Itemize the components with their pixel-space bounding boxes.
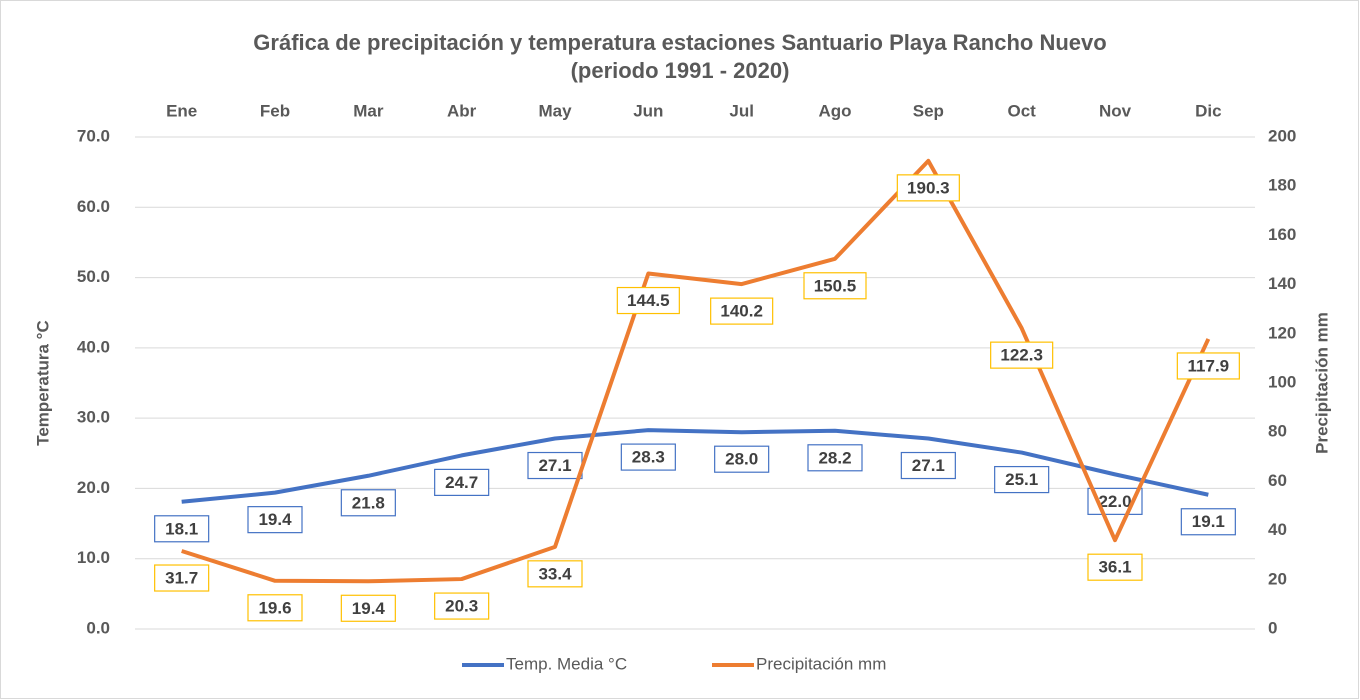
- y2-tick-label: 180: [1268, 176, 1296, 195]
- data-label: 18.1: [165, 519, 198, 538]
- data-label-box: [1176, 352, 1240, 380]
- y2-tick-label: 60: [1268, 471, 1287, 490]
- data-label-box: [620, 443, 676, 471]
- data-label: 27.1: [912, 456, 945, 475]
- data-label: 31.7: [165, 569, 198, 588]
- data-label-box: [1180, 508, 1236, 536]
- data-label-box: [1087, 553, 1143, 581]
- chart-subtitle: (periodo 1991 - 2020): [571, 58, 790, 83]
- data-label-box: [154, 564, 210, 592]
- data-label: 19.4: [352, 599, 386, 618]
- data-label: 21.8: [352, 493, 385, 512]
- y2-tick-label: 140: [1268, 274, 1296, 293]
- data-label-box: [994, 465, 1050, 494]
- data-label: 36.1: [1098, 558, 1131, 577]
- y2-tick-label: 80: [1268, 422, 1287, 441]
- data-label: 20.3: [445, 597, 478, 616]
- x-tick-label: Jun: [633, 101, 663, 120]
- legend-label: Precipitación mm: [756, 654, 886, 673]
- x-tick-label: Ene: [166, 101, 197, 120]
- x-tick-label: Mar: [353, 101, 384, 120]
- data-label-box: [990, 341, 1054, 369]
- data-label: 190.3: [907, 178, 950, 197]
- data-label: 28.2: [818, 448, 851, 467]
- data-label: 28.0: [725, 450, 758, 469]
- y-tick-label: 10.0: [77, 548, 110, 567]
- y2-axis-title: Precipitación mm: [1312, 312, 1331, 454]
- data-label-box: [340, 489, 396, 517]
- data-label: 144.5: [627, 291, 670, 310]
- data-label-box: [247, 594, 303, 622]
- data-label-box: [340, 594, 396, 622]
- legend-label: Temp. Media °C: [506, 654, 627, 673]
- y-tick-label: 50.0: [77, 267, 110, 286]
- data-label: 25.1: [1005, 470, 1038, 489]
- data-label-box: [527, 560, 583, 588]
- y2-tick-label: 100: [1268, 372, 1296, 391]
- data-label-box: [896, 174, 960, 202]
- y2-tick-label: 0: [1268, 618, 1277, 637]
- data-label: 33.4: [538, 564, 572, 583]
- x-tick-label: Ago: [818, 101, 851, 120]
- data-label-box: [616, 286, 680, 315]
- y-tick-label: 20.0: [77, 478, 110, 497]
- y-tick-label: 60.0: [77, 197, 110, 216]
- data-label: 19.1: [1192, 512, 1225, 531]
- data-label-box: [434, 592, 490, 620]
- x-tick-label: May: [538, 101, 572, 120]
- data-label: 117.9: [1188, 356, 1230, 375]
- y2-tick-label: 20: [1268, 569, 1287, 588]
- data-label: 24.7: [445, 473, 478, 492]
- data-label-box: [434, 468, 490, 496]
- y-tick-label: 0.0: [86, 618, 110, 637]
- data-label: 150.5: [814, 276, 857, 295]
- x-tick-label: Nov: [1099, 101, 1132, 120]
- x-tick-label: Oct: [1007, 101, 1036, 120]
- data-label: 22.0: [1098, 492, 1131, 511]
- x-tick-label: Jul: [729, 101, 754, 120]
- x-tick-label: Sep: [913, 101, 944, 120]
- x-tick-label: Feb: [260, 101, 290, 120]
- y2-tick-label: 120: [1268, 323, 1296, 342]
- y-axis-title: Temperatura °C: [33, 320, 52, 446]
- data-label-box: [527, 451, 583, 480]
- y-tick-label: 40.0: [77, 337, 110, 356]
- data-label: 19.6: [258, 598, 291, 617]
- data-label-box: [710, 297, 774, 325]
- y2-tick-label: 200: [1268, 126, 1296, 145]
- data-label-box: [807, 444, 863, 472]
- y-tick-label: 30.0: [77, 408, 110, 427]
- data-label: 27.1: [538, 456, 571, 475]
- data-label-box: [900, 451, 956, 480]
- data-label: 140.2: [720, 302, 763, 321]
- series-line: [181, 428, 1209, 504]
- x-tick-label: Dic: [1195, 101, 1221, 120]
- x-tick-label: Abr: [447, 101, 477, 120]
- data-label: 28.3: [632, 448, 665, 467]
- data-label-box: [803, 272, 867, 300]
- data-label-box: [154, 515, 210, 543]
- chart-title: Gráfica de precipitación y temperatura e…: [253, 30, 1106, 55]
- data-label: 19.4: [258, 510, 292, 529]
- y2-tick-label: 160: [1268, 225, 1296, 244]
- y-tick-label: 70.0: [77, 126, 110, 145]
- data-label-box: [714, 445, 770, 473]
- data-label-box: [247, 506, 303, 534]
- data-label: 122.3: [1000, 346, 1043, 365]
- y2-tick-label: 40: [1268, 520, 1287, 539]
